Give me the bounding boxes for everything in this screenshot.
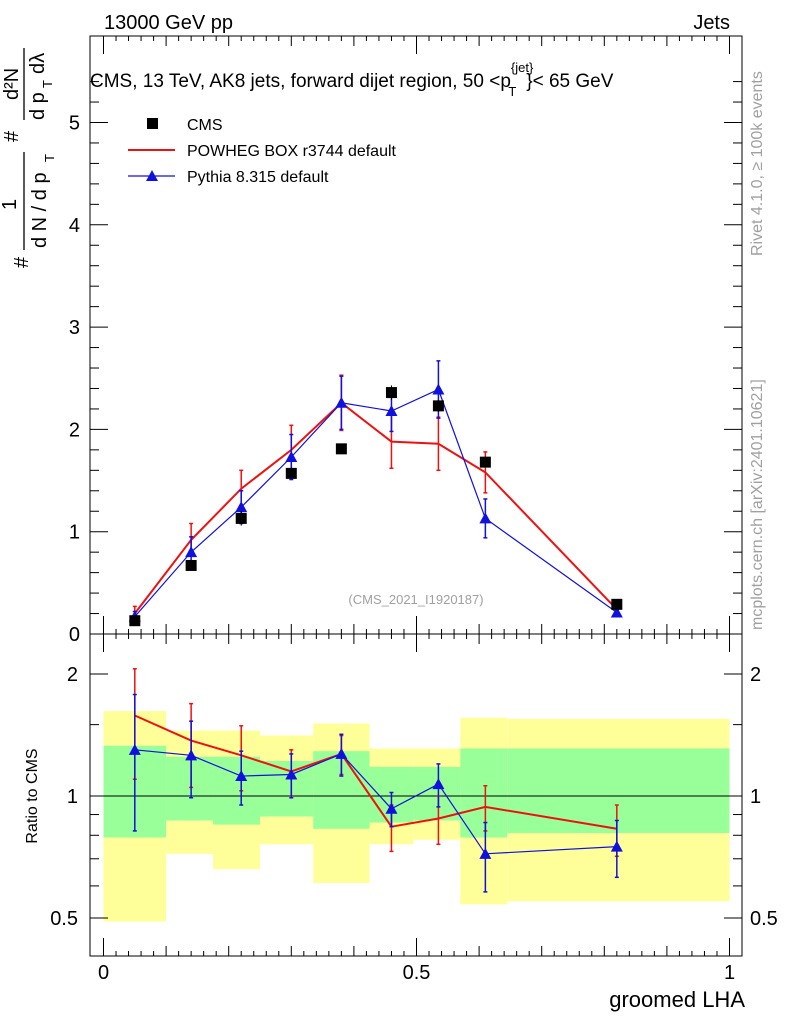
ratio-pythia-point-1 bbox=[185, 749, 198, 761]
title-sup: {jet} bbox=[511, 60, 534, 75]
ylabel-hash2: # bbox=[1, 130, 23, 142]
ratio-pythia-point-5 bbox=[385, 802, 398, 814]
y-axis-label-ratio: Ratio to CMS bbox=[24, 748, 41, 843]
series-line-2 bbox=[134, 388, 618, 618]
legend-cms-marker bbox=[147, 118, 158, 129]
pythia-point-3 bbox=[285, 451, 298, 463]
chart-title: CMS, 13 TeV, AK8 jets, forward dijet reg… bbox=[90, 60, 614, 99]
ylabel-dN: d N / d p bbox=[29, 172, 51, 248]
legend: CMS POWHEG BOX r3744 default Pythia 8.31… bbox=[128, 117, 397, 186]
band-green-8 bbox=[507, 748, 730, 834]
pythia-point-7 bbox=[479, 512, 492, 524]
cms-point-2 bbox=[235, 512, 247, 524]
header-left: 13000 GeV pp bbox=[104, 12, 233, 34]
cms-point-1 bbox=[185, 559, 197, 571]
ratio-pythia-point-8 bbox=[610, 840, 623, 852]
y-tick-label-main-5: 5 bbox=[69, 113, 80, 135]
y-tick-label-ratio-0: 0.5 bbox=[50, 908, 78, 930]
cms-point-0 bbox=[129, 615, 141, 627]
ratio-data bbox=[128, 668, 623, 893]
y-axis-label-main: # 1 d N / d p T # d²N d p T dλ bbox=[0, 48, 57, 268]
y-tick-label-main-4: 4 bbox=[69, 215, 80, 237]
ylabel-dpT: d p bbox=[27, 92, 49, 120]
cms-point-6 bbox=[432, 400, 444, 412]
ratio-pythia-point-7 bbox=[479, 847, 492, 859]
ratio-pythia-point-6 bbox=[432, 778, 445, 790]
ratio-bands bbox=[103, 711, 730, 922]
pythia-point-8 bbox=[610, 606, 623, 618]
cms-point-3 bbox=[285, 467, 297, 479]
ratio-pythia-point-0 bbox=[128, 743, 141, 755]
ylabel-T2: T bbox=[40, 80, 55, 88]
ratio-pythia-point-2 bbox=[235, 770, 248, 782]
ylabel-T1: T bbox=[42, 154, 57, 162]
ylabel-one: 1 bbox=[0, 199, 21, 210]
ylabel-dl: dλ bbox=[27, 53, 49, 74]
legend-pythia-marker bbox=[146, 170, 158, 181]
legend-powheg-label: POWHEG BOX r3744 default bbox=[187, 143, 397, 160]
mcplots-label: mcplots.cern.ch [arXiv:2401.10621] bbox=[749, 379, 766, 630]
ratio-pythia-point-3 bbox=[285, 768, 298, 780]
x-tick-label-2: 1 bbox=[724, 962, 735, 984]
legend-cms-label: CMS bbox=[187, 117, 223, 134]
legend-pythia-label: Pythia 8.315 default bbox=[187, 169, 329, 186]
pythia-point-6 bbox=[432, 383, 445, 395]
cms-point-8 bbox=[611, 598, 623, 610]
header-right: Jets bbox=[693, 12, 730, 34]
band-green-1 bbox=[166, 756, 214, 821]
y-tick-label-ratio-right-2: 2 bbox=[750, 664, 761, 686]
main-data bbox=[128, 360, 623, 627]
x-axis-label: groomed LHA bbox=[609, 987, 745, 1012]
pythia-point-4 bbox=[335, 396, 348, 408]
title-sub: T bbox=[508, 84, 516, 99]
pythia-point-1 bbox=[185, 546, 198, 558]
y-tick-label-main-1: 1 bbox=[69, 522, 80, 544]
y-tick-label-main-3: 3 bbox=[69, 317, 80, 339]
pythia-point-2 bbox=[235, 501, 248, 513]
ylabel-d2N: d²N bbox=[1, 68, 23, 100]
title-main: CMS, 13 TeV, AK8 jets, forward dijet reg… bbox=[90, 71, 511, 92]
rivet-label: Rivet 4.1.0, ≥ 100k events bbox=[749, 71, 766, 256]
axis-ticks: 0 0.5 1 0 1 2 3 4 5 0.5 0.5 1 1 2 2 bbox=[50, 36, 778, 984]
analysis-label: (CMS_2021_I1920187) bbox=[348, 592, 483, 607]
y-tick-label-main-2: 2 bbox=[69, 419, 80, 441]
cms-point-4 bbox=[335, 443, 347, 455]
pythia-point-5 bbox=[385, 404, 398, 416]
band-green-7 bbox=[460, 748, 508, 838]
title-end: }< 65 GeV bbox=[526, 71, 613, 92]
y-tick-label-ratio-2: 2 bbox=[67, 664, 78, 686]
y-tick-label-ratio-right-0: 0.5 bbox=[750, 908, 778, 930]
x-tick-label-0: 0 bbox=[98, 962, 109, 984]
ratio-pythia-point-4 bbox=[335, 747, 348, 759]
cms-point-5 bbox=[385, 387, 397, 399]
ylabel-hash1: # bbox=[11, 256, 33, 268]
series-line-1 bbox=[134, 401, 618, 615]
x-tick-label-1: 0.5 bbox=[403, 962, 431, 984]
y-tick-label-ratio-1: 1 bbox=[67, 786, 78, 808]
y-tick-label-ratio-right-1: 1 bbox=[750, 786, 761, 808]
y-tick-label-main-0: 0 bbox=[69, 624, 80, 646]
cms-point-7 bbox=[479, 456, 491, 468]
